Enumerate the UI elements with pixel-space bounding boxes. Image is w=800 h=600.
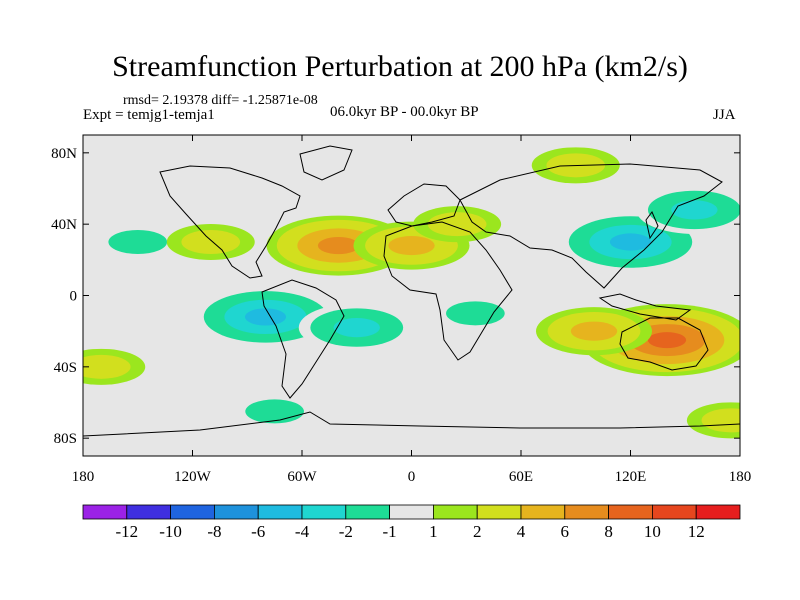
colorbar-label: 6 <box>561 522 570 541</box>
field-anomaly-6 <box>413 206 502 243</box>
colorbar-label: -10 <box>159 522 182 541</box>
x-tick-label: 180 <box>72 469 95 485</box>
colorbar-swatch <box>345 504 390 520</box>
colorbar-label: 2 <box>473 522 482 541</box>
x-axis: 180 120W 60W 0 60E 120E 180 <box>72 135 752 485</box>
colorbar-label: -4 <box>295 522 310 541</box>
colorbar-label: 12 <box>688 522 705 541</box>
plot-background <box>83 135 740 456</box>
contour-fill <box>701 408 740 433</box>
stats-line: rmsd= 2.19378 diff= -1.25871e-08 <box>123 93 318 108</box>
field-anomaly-8 <box>193 286 338 347</box>
x-tick-label: 180 <box>729 469 752 485</box>
colorbar-swatch <box>564 504 609 520</box>
colorbar-swatch <box>652 504 697 520</box>
colorbar-label: -2 <box>339 522 353 541</box>
x-tick-label: 120E <box>615 469 647 485</box>
colorbar-swatch <box>213 504 259 520</box>
contour-fill <box>388 235 435 256</box>
period-label: 06.0kyr BP - 00.0kyr BP <box>330 104 479 120</box>
colorbar-label: 8 <box>604 522 613 541</box>
x-tick-label: 60W <box>287 469 317 485</box>
y-tick-label: 40N <box>51 217 77 233</box>
colorbar-label: -6 <box>251 522 265 541</box>
x-tick-label: 60E <box>509 469 533 485</box>
streamfunction-field <box>83 147 740 439</box>
colorbar-swatch <box>82 504 128 520</box>
field-anomaly-5 <box>636 185 740 234</box>
contour-fill <box>317 236 360 255</box>
y-axis: 80N 40N 0 40S 80S <box>51 146 740 447</box>
x-tick-label: 0 <box>408 469 416 485</box>
field-anomaly-13 <box>536 307 652 356</box>
colorbar-swatch <box>520 504 566 520</box>
colorbar-label: -1 <box>383 522 397 541</box>
field-anomaly-15 <box>686 402 740 439</box>
contour-fill <box>427 212 487 237</box>
contour-fill <box>570 321 618 341</box>
field-anomaly-4 <box>558 212 703 272</box>
y-tick-label: 80S <box>54 431 77 447</box>
contour-fill <box>609 233 652 251</box>
contour-fill <box>647 332 687 349</box>
colorbar-swatch <box>432 504 478 520</box>
colorbar-label: -8 <box>207 522 221 541</box>
contour-fill <box>245 399 304 424</box>
contour-fill <box>181 230 241 254</box>
contour-fill <box>244 308 287 326</box>
field-anomaly-3 <box>353 221 470 270</box>
colorbar-swatch <box>170 504 215 520</box>
field-anomaly-9 <box>298 303 415 352</box>
contour-fill <box>83 354 131 379</box>
colorbar-swatch <box>301 504 347 520</box>
coastlines <box>83 145 740 437</box>
contour-fill <box>333 318 380 338</box>
colorbar-swatch <box>257 504 303 520</box>
colorbar-swatch <box>608 504 653 520</box>
field-anomaly-10 <box>431 295 520 332</box>
colorbar-label: 1 <box>429 522 438 541</box>
colorbar-label: 4 <box>517 522 526 541</box>
y-tick-label: 40S <box>54 360 77 376</box>
colorbar-swatch <box>695 504 741 520</box>
contour-fill <box>446 301 505 326</box>
colorbar-swatch <box>389 504 434 520</box>
y-tick-label: 0 <box>70 289 78 305</box>
colorbar-swatch <box>126 504 172 520</box>
field-anomaly-1 <box>166 224 255 260</box>
chart-title: Streamfunction Perturbation at 200 hPa (… <box>112 50 688 83</box>
contour-fill <box>671 200 718 220</box>
field-anomaly-0 <box>93 224 182 260</box>
field-anomaly-14 <box>230 393 319 430</box>
season-label: JJA <box>713 107 736 123</box>
colorbar-swatch <box>476 504 522 520</box>
y-tick-label: 80N <box>51 146 77 162</box>
experiment-label: Expt = temjg1-temja1 <box>83 107 215 123</box>
x-tick-label: 120W <box>174 469 212 485</box>
contour-fill <box>108 230 168 254</box>
colorbar-label: -12 <box>115 522 138 541</box>
colorbar: -12 -10 -8 -6 -4 -2 -1 1 2 4 6 8 10 12 <box>82 504 741 541</box>
field-anomaly-11 <box>83 348 146 385</box>
colorbar-label: 10 <box>644 522 661 541</box>
